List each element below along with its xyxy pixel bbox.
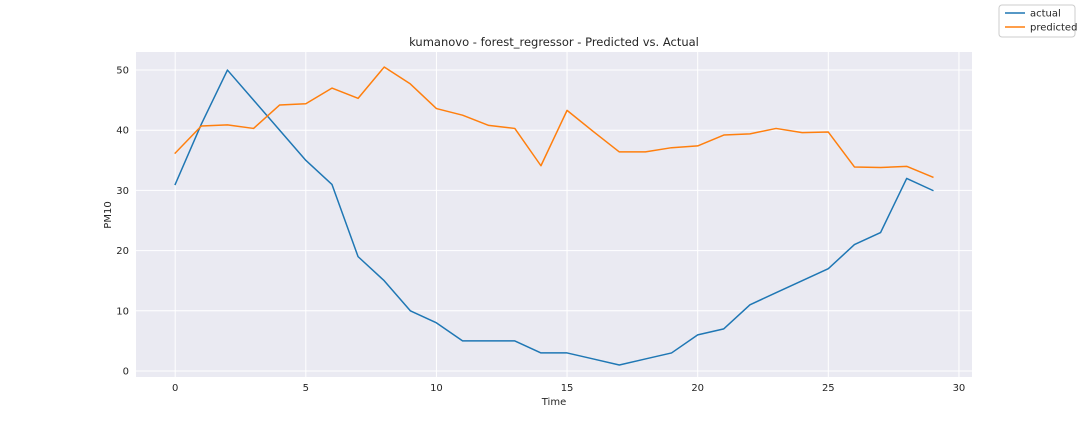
x-axis-ticks: 0 5 10 15 20 25 30 — [172, 383, 965, 394]
x-tick-label: 5 — [303, 383, 309, 394]
x-tick-label: 30 — [953, 383, 966, 394]
x-tick-label: 15 — [561, 383, 574, 394]
y-axis-label: PM10 — [103, 201, 114, 228]
legend: actual predicted — [998, 4, 1077, 38]
grid-lines — [136, 52, 972, 377]
series-line-predicted — [174, 66, 934, 179]
y-tick-label: 10 — [116, 306, 129, 317]
legend-label-actual: actual — [1030, 9, 1061, 20]
y-tick-label: 50 — [116, 66, 129, 77]
x-tick-label: 20 — [691, 383, 704, 394]
x-tick-label: 25 — [822, 383, 835, 394]
x-tick-label: 10 — [430, 383, 443, 394]
series-lines — [174, 66, 934, 366]
chart-title: kumanovo - forest_regressor - Predicted … — [409, 35, 699, 49]
y-axis-ticks: 0 10 20 30 40 50 — [116, 66, 129, 378]
y-tick-label: 0 — [123, 366, 129, 377]
y-tick-label: 30 — [116, 186, 129, 197]
y-tick-label: 40 — [116, 126, 129, 137]
plot-background — [136, 52, 972, 377]
x-tick-label: 0 — [172, 383, 178, 394]
legend-label-predicted: predicted — [1030, 23, 1077, 34]
x-axis-label: Time — [541, 397, 566, 408]
y-tick-label: 20 — [116, 246, 129, 257]
series-line-actual — [174, 69, 934, 366]
